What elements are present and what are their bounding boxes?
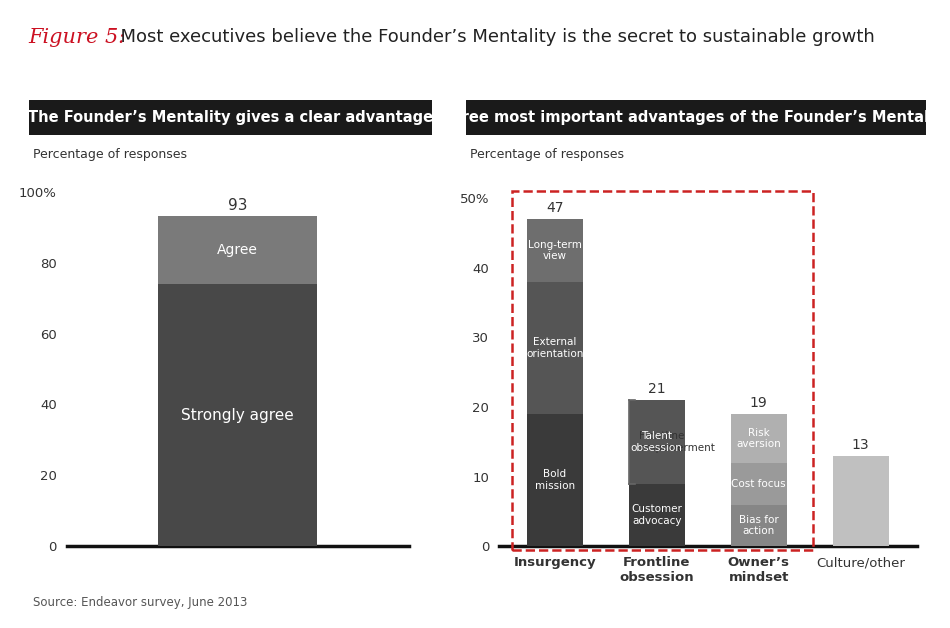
Text: Three most important advantages of the Founder’s Mentality: Three most important advantages of the F… — [441, 111, 950, 125]
Text: Customer
advocacy: Customer advocacy — [632, 504, 682, 526]
Bar — [527, 219, 583, 282]
Bar — [527, 414, 583, 546]
Bar — [832, 456, 888, 546]
Bar — [158, 284, 317, 546]
Text: Bold
mission: Bold mission — [535, 469, 575, 491]
Text: 19: 19 — [750, 396, 768, 410]
Bar — [731, 414, 787, 463]
Text: 21: 21 — [648, 382, 666, 396]
Text: Figure 5:: Figure 5: — [28, 28, 125, 47]
Bar — [158, 217, 317, 284]
Text: 93: 93 — [228, 198, 247, 213]
Text: 13: 13 — [852, 438, 869, 452]
Text: Strongly agree: Strongly agree — [181, 408, 294, 423]
Bar — [629, 400, 685, 484]
Text: Talent
obsession: Talent obsession — [631, 431, 683, 453]
Text: 47: 47 — [546, 201, 563, 215]
Bar — [629, 484, 685, 546]
Text: External
orientation: External orientation — [526, 337, 583, 359]
Text: Most executives believe the Founder’s Mentality is the secret to sustainable gro: Most executives believe the Founder’s Me… — [109, 28, 875, 46]
Text: Percentage of responses: Percentage of responses — [33, 148, 187, 161]
Bar — [731, 463, 787, 504]
Bar — [512, 191, 813, 550]
Text: The Founder’s Mentality gives a clear advantage: The Founder’s Mentality gives a clear ad… — [28, 111, 433, 125]
Bar — [731, 504, 787, 546]
Text: Source: Endeavor survey, June 2013: Source: Endeavor survey, June 2013 — [33, 596, 248, 609]
Text: Long-term
view: Long-term view — [528, 239, 581, 261]
Text: Bias for
action: Bias for action — [739, 515, 779, 536]
Text: Risk
aversion: Risk aversion — [736, 428, 781, 449]
Text: Agree: Agree — [217, 243, 258, 257]
Text: Cost focus: Cost focus — [732, 479, 786, 489]
Bar — [527, 282, 583, 414]
Text: Frontline
empowerment: Frontline empowerment — [639, 431, 715, 453]
Text: Percentage of responses: Percentage of responses — [470, 148, 624, 161]
